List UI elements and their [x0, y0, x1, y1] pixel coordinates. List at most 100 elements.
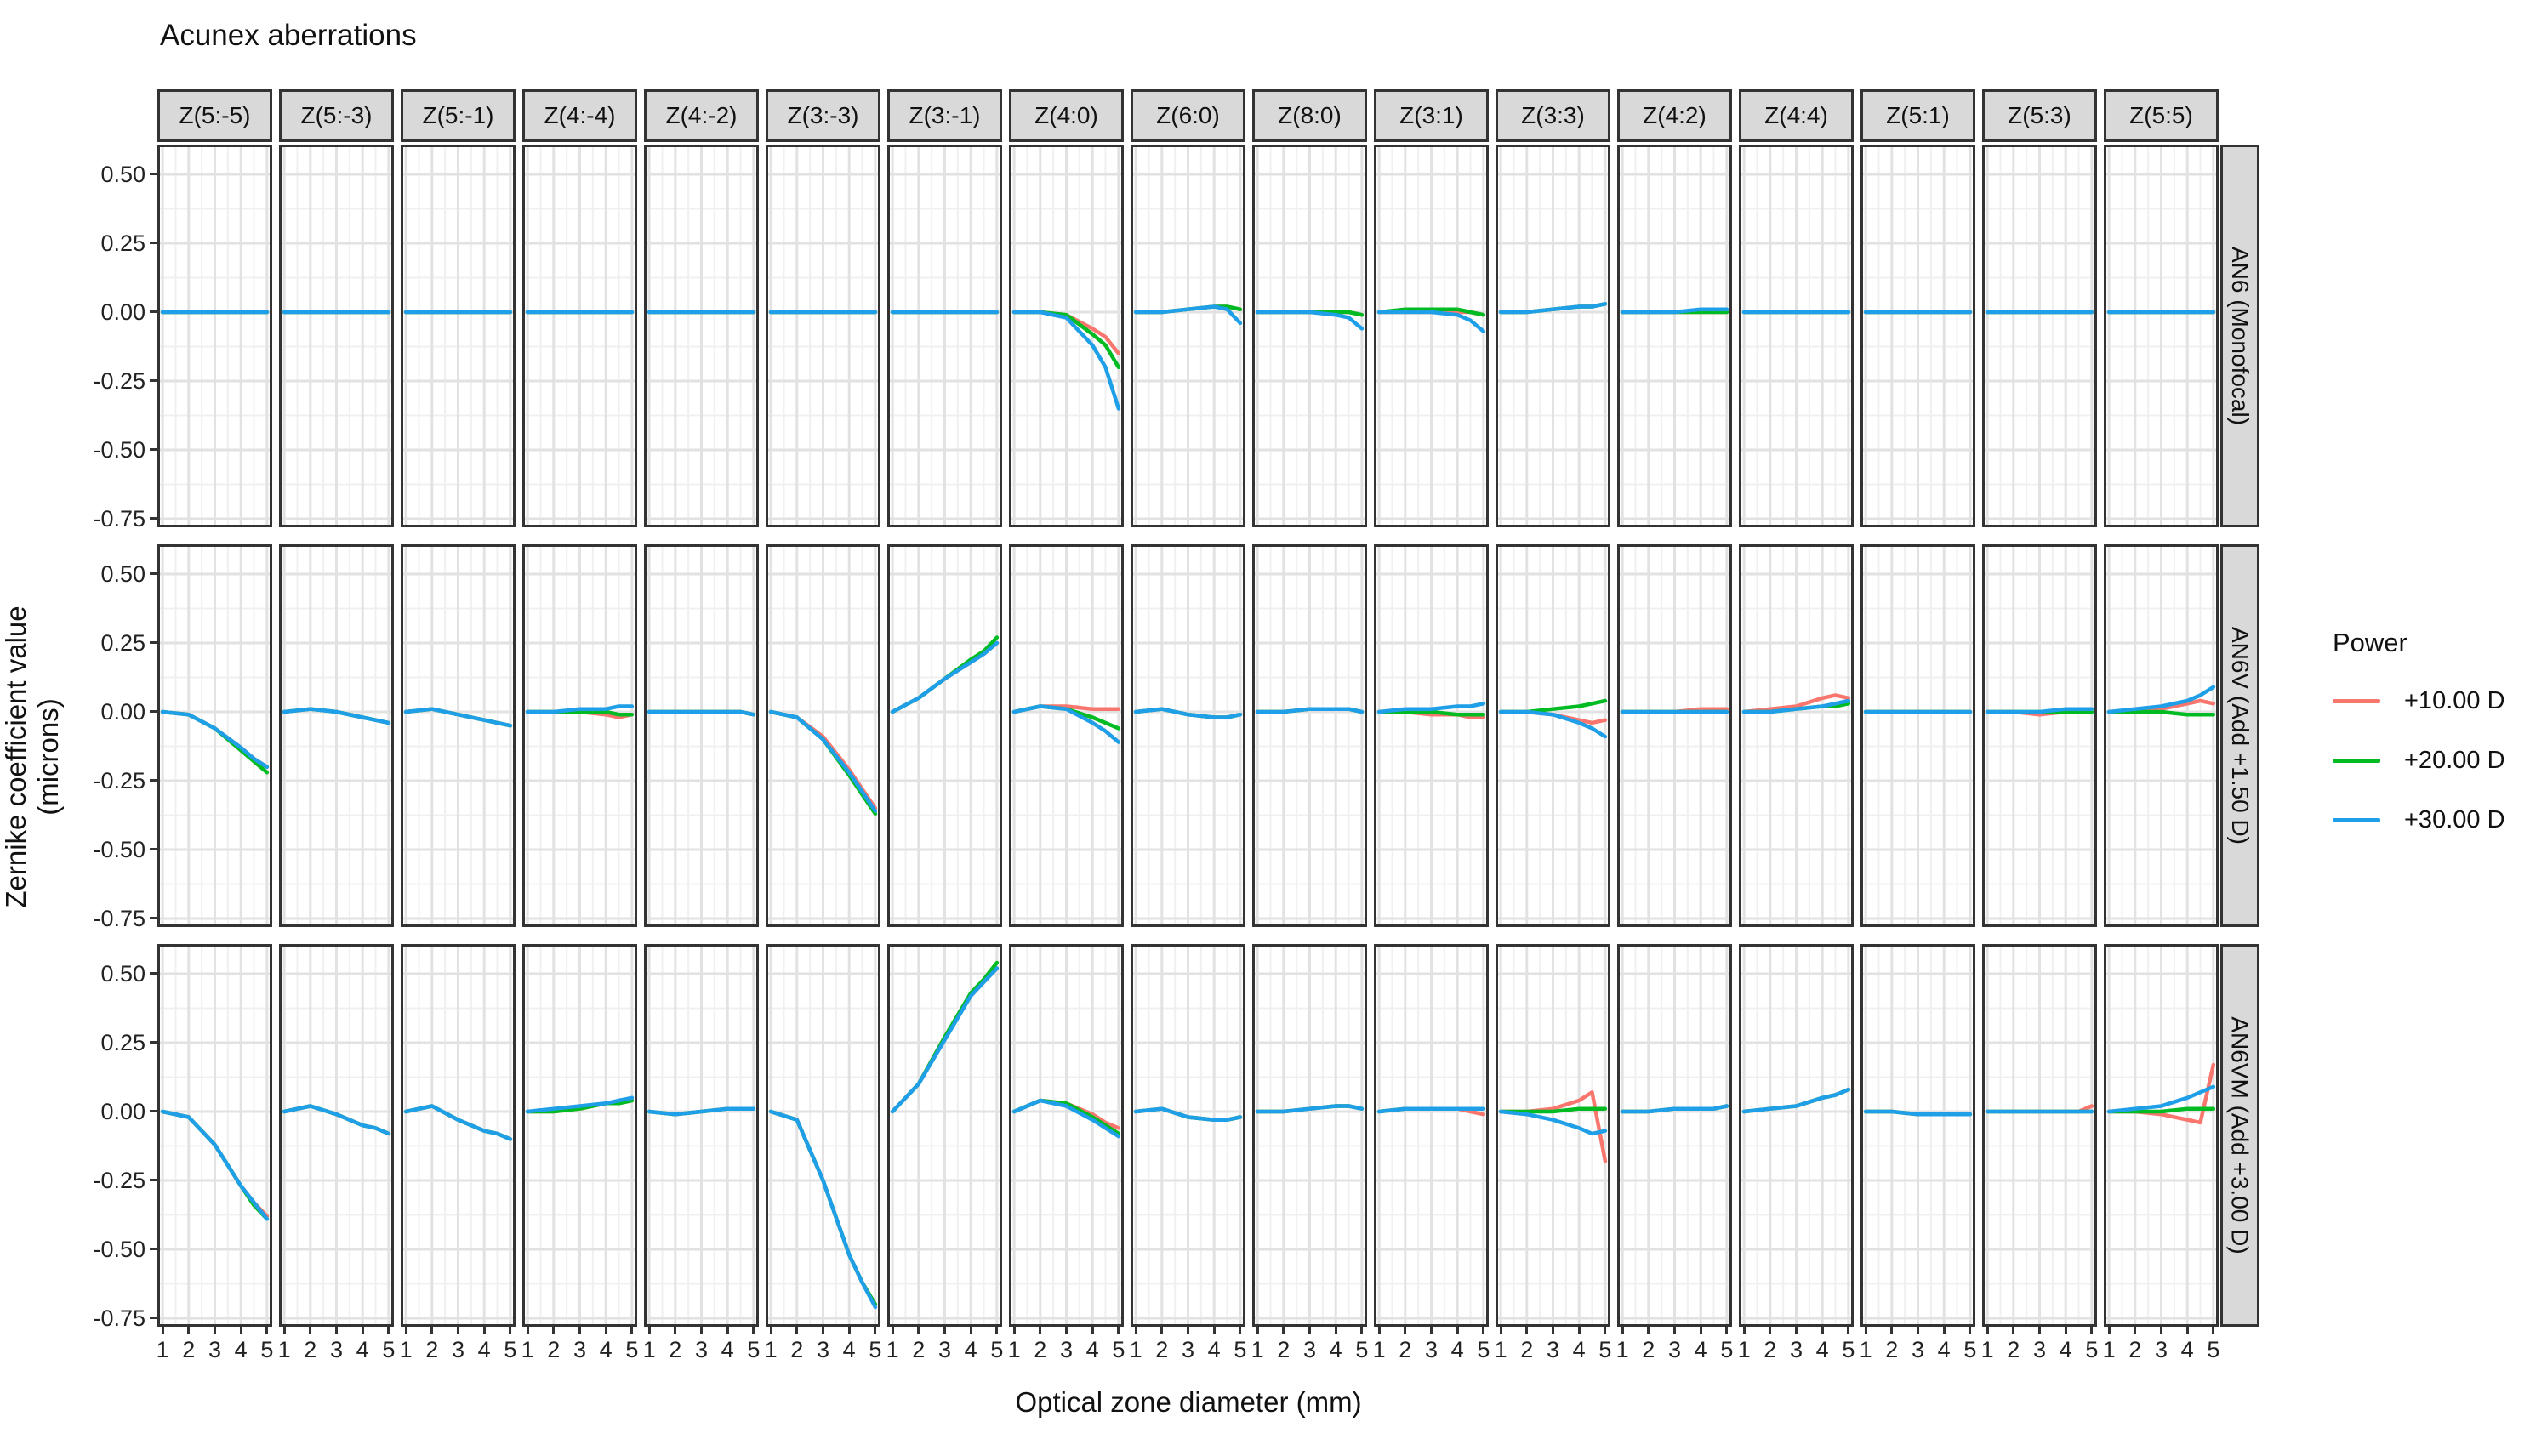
column-strip-label: Z(3:-1) [909, 102, 981, 128]
x-tick-mark [769, 1327, 772, 1334]
y-tick-mark [150, 1179, 157, 1182]
x-tick-mark [1725, 1327, 1729, 1334]
x-tick-label: 2 [1155, 1337, 1169, 1362]
legend-label: +10.00 D [2404, 686, 2505, 714]
x-tick-mark [1256, 1327, 1259, 1334]
grid-panel-r2-c3 [522, 944, 637, 1327]
series-line-+30.00 D [160, 1109, 270, 1221]
x-tick-mark [1917, 1327, 1919, 1334]
series-line-+30.00 D [1741, 698, 1851, 714]
x-tick-label: 3 [1911, 1337, 1925, 1362]
x-tick-label: 2 [1764, 1337, 1777, 1362]
x-tick-mark [1942, 1327, 1946, 1334]
panel-border [1252, 944, 1367, 1327]
x-tick-mark [1065, 1327, 1068, 1334]
column-strip: Z(4:-4) [522, 89, 637, 142]
x-tick-mark [1377, 1327, 1381, 1334]
grid-panel-r2-c10 [1374, 944, 1489, 1327]
panel-border [279, 544, 394, 927]
x-tick-mark [214, 1327, 216, 1334]
legend-label: +20.00 D [2404, 746, 2505, 774]
column-strip-label: Z(8:0) [1278, 102, 1342, 128]
grid-panel-r0-c12 [1617, 145, 1732, 527]
legend-line-swatch [2333, 817, 2380, 822]
panel-border [157, 544, 272, 927]
grid-panel-r0-c14 [1860, 145, 1975, 527]
y-tick-label: -0.25 [93, 767, 145, 793]
x-tick-label: 1 [1251, 1337, 1264, 1362]
column-strip: Z(5:1) [1860, 89, 1975, 142]
column-strip-label: Z(4:2) [1643, 102, 1707, 128]
panel-border [1009, 944, 1124, 1327]
x-tick-mark [404, 1327, 407, 1334]
series-line-+30.00 D [1133, 304, 1243, 326]
column-strip-label: Z(5:1) [1886, 102, 1950, 128]
grid-panel-r2-c6 [887, 944, 1002, 1327]
x-tick-label: 5 [747, 1337, 761, 1362]
x-tick-label: 3 [1667, 1337, 1682, 1362]
x-tick-mark [1821, 1327, 1824, 1334]
y-tick-mark [150, 517, 157, 520]
series-line-+30.00 D [1620, 1104, 1729, 1114]
x-tick-mark [647, 1327, 651, 1334]
x-tick-label: 2 [182, 1337, 196, 1362]
row-strip-label: AN6V (Add +1.50 D) [2227, 626, 2254, 845]
column-strip-label: Z(5:5) [2129, 102, 2193, 128]
grid-panel-r0-c0 [157, 145, 272, 527]
grid-panel-r2-c1 [279, 944, 394, 1327]
column-strip-label: Z(6:0) [1156, 102, 1220, 128]
x-tick-mark [1864, 1327, 1867, 1334]
series-line-+20.00 D [1376, 709, 1486, 717]
series-line-+30.00 D [282, 707, 391, 725]
panel-border [2104, 145, 2219, 527]
series-line-+30.00 D [282, 1104, 391, 1136]
x-tick-label: 3 [573, 1337, 587, 1362]
y-tick-label: 0.50 [100, 161, 145, 187]
grid-panel-r1-c1 [279, 544, 394, 927]
grid-panel-r0-c13 [1739, 145, 1854, 527]
x-tick-mark [1986, 1327, 1989, 1334]
y-tick-mark [150, 173, 157, 176]
series-line-+30.00 D [1498, 302, 1608, 315]
x-tick-mark [752, 1327, 755, 1334]
legend-line-swatch [2333, 758, 2380, 763]
series-line-+30.00 D [1133, 707, 1243, 719]
column-strip: Z(3:-1) [887, 89, 1002, 142]
x-tick-mark [282, 1327, 286, 1334]
panel-border [1252, 544, 1367, 927]
panel-border [766, 544, 880, 927]
column-strip-label: Z(3:-3) [787, 102, 859, 128]
x-tick-label: 3 [694, 1337, 709, 1362]
panel-border [1617, 544, 1732, 927]
x-tick-mark [2160, 1327, 2162, 1334]
x-tick-label: 5 [1842, 1337, 1855, 1362]
series-line-+30.00 D [1255, 310, 1365, 331]
x-tick-label: 3 [937, 1337, 952, 1362]
x-tick-mark [2090, 1327, 2094, 1334]
series-line-+30.00 D [525, 704, 635, 714]
grid-panel-r2-c2 [401, 944, 516, 1327]
x-tick-label: 1 [1129, 1337, 1142, 1362]
x-tick-mark [1091, 1327, 1094, 1334]
series-line-+20.00 D [1376, 307, 1486, 317]
x-tick-mark [239, 1327, 242, 1334]
x-tick-label: 3 [1789, 1337, 1803, 1362]
grid-panel-r0-c7 [1009, 145, 1124, 527]
x-tick-mark [700, 1327, 703, 1334]
y-tick-mark [150, 1041, 157, 1044]
y-tick-label: 0.25 [100, 629, 145, 656]
x-tick-mark [1239, 1327, 1242, 1334]
grid-panel-r2-c12 [1617, 944, 1732, 1327]
y-tick-label: -0.50 [93, 1236, 145, 1262]
x-tick-label: 5 [260, 1337, 274, 1362]
grid-panel-r2-c9 [1252, 944, 1367, 1327]
x-tick-mark [1160, 1327, 1164, 1334]
x-tick-label: 4 [356, 1337, 369, 1362]
y-tick-mark [150, 848, 157, 851]
x-tick-label: 1 [1494, 1337, 1507, 1362]
column-strip-label: Z(5:3) [2008, 102, 2071, 128]
x-tick-mark [430, 1327, 434, 1334]
x-tick-label: 4 [477, 1337, 491, 1362]
panel-border [644, 544, 759, 927]
panel-border [644, 944, 759, 1327]
